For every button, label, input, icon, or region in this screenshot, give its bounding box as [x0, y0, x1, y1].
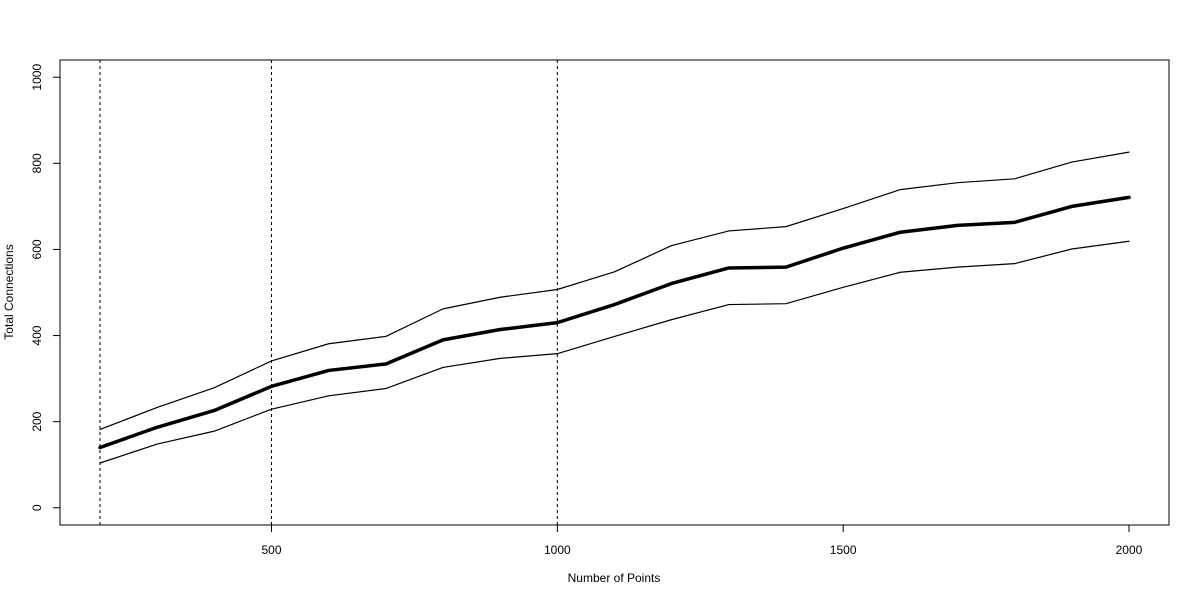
- data-point-lower-18: [1128, 241, 1129, 242]
- data-point-mean-0: [100, 447, 101, 448]
- data-point-lower-0: [100, 463, 101, 464]
- data-point-mean-13: [843, 248, 844, 249]
- data-point-mean-12: [785, 267, 786, 268]
- series-line-lower: [99, 240, 1130, 464]
- data-point-mean-15: [957, 225, 958, 226]
- x-tick-label-500: 500: [261, 543, 281, 557]
- data-point-upper-16: [1014, 178, 1015, 179]
- y-tick-label-1000: 1000: [30, 64, 44, 91]
- data-point-mean-6: [443, 339, 444, 340]
- data-point-upper-13: [843, 208, 844, 209]
- data-point-mean-2: [214, 410, 215, 411]
- data-point-lower-16: [1014, 263, 1015, 264]
- data-point-upper-17: [1071, 162, 1072, 163]
- data-point-lower-10: [671, 319, 672, 320]
- data-point-lower-5: [385, 388, 386, 389]
- data-point-lower-3: [271, 409, 272, 410]
- data-point-lower-15: [957, 267, 958, 268]
- data-point-upper-0: [100, 429, 101, 430]
- data-point-upper-2: [214, 387, 215, 388]
- data-point-mean-1: [157, 427, 158, 428]
- data-point-lower-13: [843, 287, 844, 288]
- data-point-mean-10: [671, 283, 672, 284]
- data-point-lower-1: [157, 444, 158, 445]
- data-point-upper-10: [671, 245, 672, 246]
- x-tick-label-1500: 1500: [830, 543, 857, 557]
- y-tick-label-200: 200: [30, 411, 44, 431]
- data-point-lower-14: [900, 272, 901, 273]
- data-point-upper-8: [557, 289, 558, 290]
- data-point-mean-11: [728, 267, 729, 268]
- data-point-mean-7: [500, 329, 501, 330]
- data-point-mean-3: [271, 386, 272, 387]
- data-point-lower-8: [557, 353, 558, 354]
- x-axis: 500 1000 1500 2000: [261, 524, 1143, 557]
- data-point-lower-7: [500, 358, 501, 359]
- data-point-upper-9: [614, 271, 615, 272]
- data-point-mean-18: [1128, 197, 1129, 198]
- data-point-lower-9: [614, 336, 615, 337]
- data-point-upper-11: [728, 230, 729, 231]
- y-tick-label-400: 400: [30, 325, 44, 345]
- data-point-upper-3: [271, 360, 272, 361]
- x-tick-label-1000: 1000: [544, 543, 571, 557]
- data-point-upper-14: [900, 189, 901, 190]
- series-lines: [98, 151, 1131, 464]
- data-point-mean-5: [385, 363, 386, 364]
- data-point-mean-16: [1014, 222, 1015, 223]
- data-point-mean-9: [614, 304, 615, 305]
- y-axis-title: Total Connections: [2, 244, 16, 339]
- data-point-lower-4: [328, 395, 329, 396]
- y-tick-label-600: 600: [30, 239, 44, 259]
- data-point-mean-14: [900, 232, 901, 233]
- y-axis: 0 200 400 600 800 1000: [30, 64, 61, 511]
- data-point-lower-6: [443, 367, 444, 368]
- data-point-upper-18: [1128, 152, 1129, 153]
- data-point-upper-15: [957, 182, 958, 183]
- data-point-lower-11: [728, 304, 729, 305]
- data-point-lower-12: [785, 303, 786, 304]
- series-line-mean: [98, 195, 1131, 450]
- series-line-upper: [99, 151, 1130, 431]
- data-point-upper-4: [328, 343, 329, 344]
- data-point-upper-7: [500, 297, 501, 298]
- data-point-mean-17: [1071, 206, 1072, 207]
- data-point-upper-5: [385, 336, 386, 337]
- data-point-upper-6: [443, 308, 444, 309]
- data-point-upper-12: [785, 226, 786, 227]
- y-tick-label-800: 800: [30, 153, 44, 173]
- data-point-mean-8: [557, 322, 558, 323]
- data-point-lower-17: [1071, 249, 1072, 250]
- data-point-mean-4: [328, 370, 329, 371]
- y-tick-label-0: 0: [30, 504, 44, 511]
- x-tick-label-2000: 2000: [1116, 543, 1143, 557]
- data-point-lower-2: [214, 431, 215, 432]
- data-point-upper-1: [157, 407, 158, 408]
- x-axis-title: Number of Points: [568, 571, 661, 585]
